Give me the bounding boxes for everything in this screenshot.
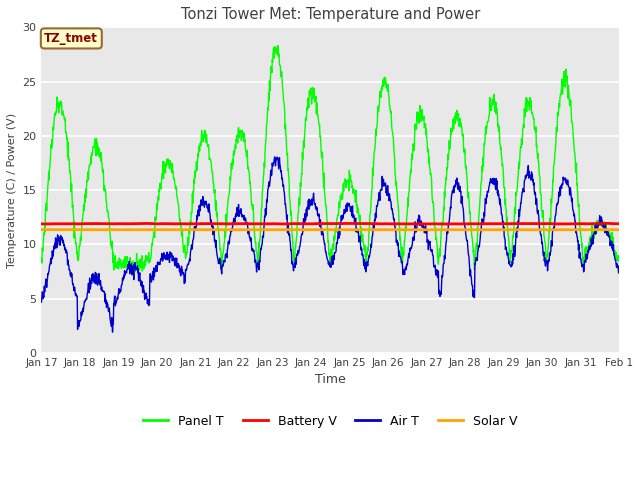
Legend: Panel T, Battery V, Air T, Solar V: Panel T, Battery V, Air T, Solar V xyxy=(138,409,522,432)
X-axis label: Time: Time xyxy=(315,373,346,386)
Title: Tonzi Tower Met: Temperature and Power: Tonzi Tower Met: Temperature and Power xyxy=(180,7,480,22)
Text: TZ_tmet: TZ_tmet xyxy=(44,32,99,45)
Y-axis label: Temperature (C) / Power (V): Temperature (C) / Power (V) xyxy=(7,112,17,268)
